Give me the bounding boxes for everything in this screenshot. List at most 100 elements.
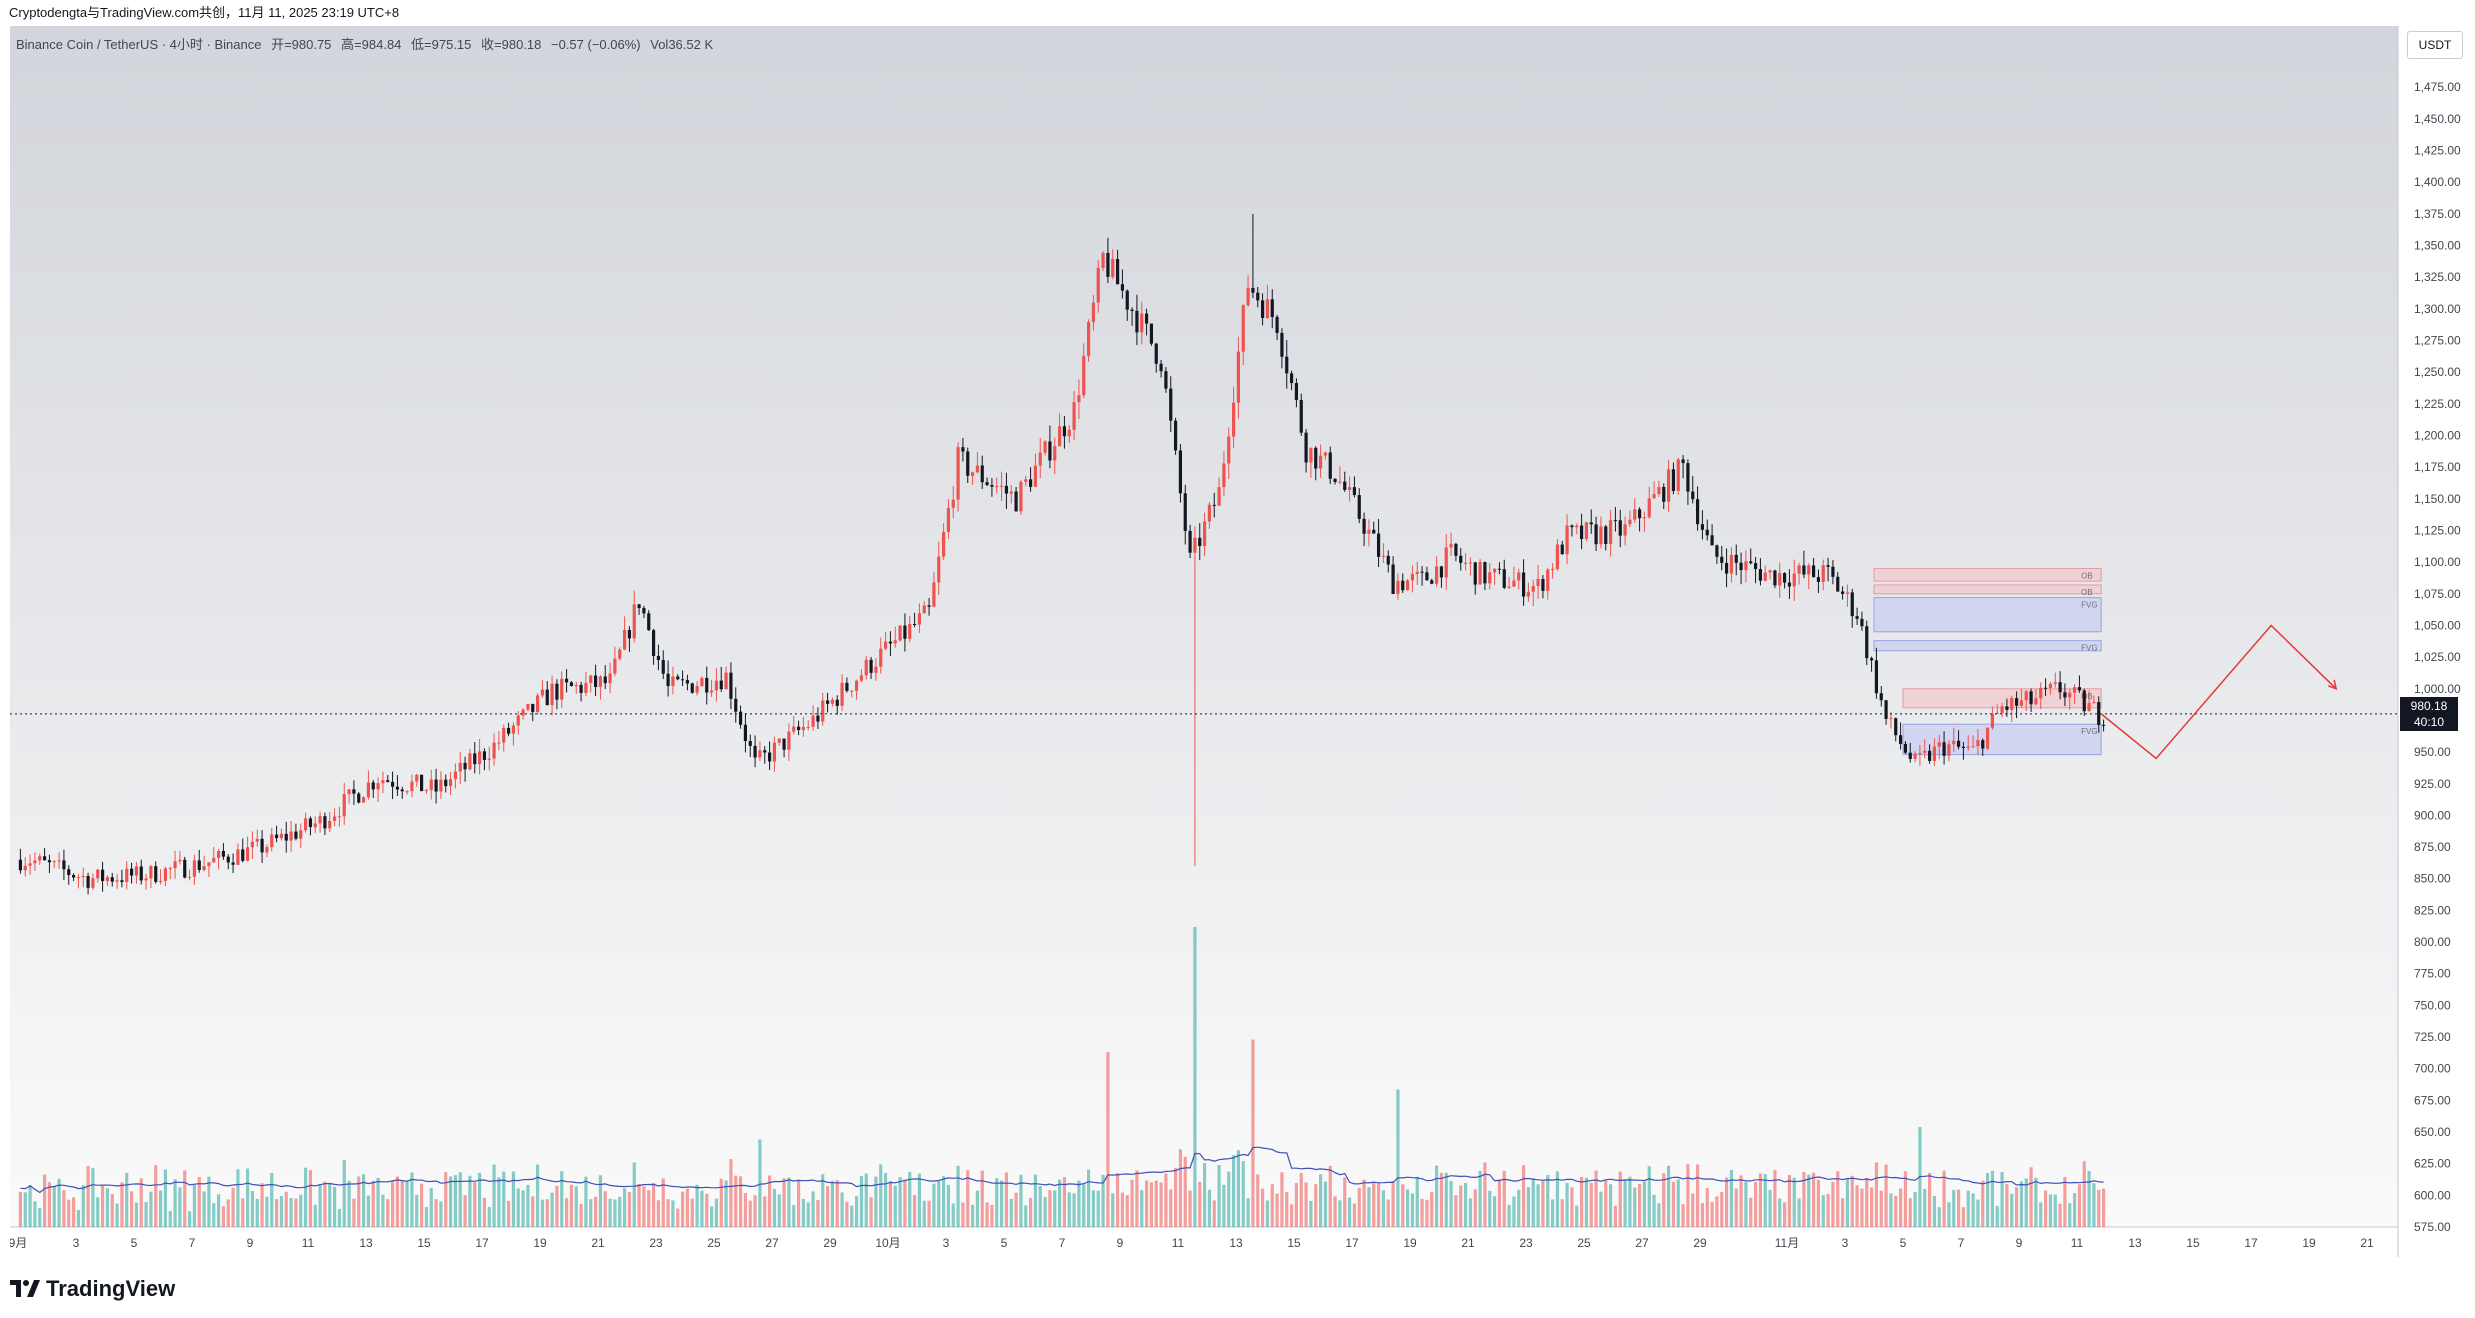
volume-bar — [1652, 1194, 1656, 1227]
volume-bar — [2005, 1184, 2009, 1227]
time-tick-label: 21 — [591, 1236, 605, 1250]
candle-body — [560, 678, 564, 700]
volume-bar — [1227, 1171, 1231, 1227]
candle-body — [47, 860, 52, 863]
volume-bar — [1850, 1175, 1854, 1227]
candle-body — [1028, 479, 1033, 487]
volume-bar — [1642, 1181, 1647, 1227]
candle-body — [738, 711, 743, 725]
candle-body — [1937, 742, 1941, 747]
volume-bar — [386, 1199, 390, 1227]
candle-body — [1671, 469, 1676, 491]
candle-body — [1251, 287, 1255, 293]
zone-label: FVG — [2081, 727, 2097, 736]
candle-body — [1589, 522, 1593, 525]
candle-body — [463, 762, 467, 770]
volume-bar — [279, 1196, 284, 1227]
time-tick-label: 3 — [73, 1236, 80, 1250]
candle-body — [811, 715, 815, 727]
volume-bar — [1468, 1198, 1473, 1227]
volume-bar — [941, 1176, 946, 1227]
volume-bar — [1879, 1190, 1883, 1227]
candle-body — [1575, 525, 1579, 528]
candle-body — [1227, 436, 1231, 464]
zone-ob — [1873, 567, 2102, 582]
volume-bar — [1033, 1174, 1038, 1227]
volume-bar — [637, 1184, 641, 1227]
volume-bar — [76, 1209, 81, 1227]
volume-bar — [1338, 1200, 1342, 1227]
volume-bar — [1009, 1198, 1013, 1227]
candle-body — [540, 689, 545, 696]
candle-body — [637, 604, 641, 608]
candle-body — [1178, 450, 1183, 494]
candle-body — [299, 830, 303, 839]
candle-body — [574, 684, 578, 686]
volume-bar — [1125, 1195, 1129, 1227]
volume-bar — [787, 1177, 791, 1227]
chart-frame[interactable]: 1,475.00 1,450.00 1,425.00 1,400.00 1,375.00… — [10, 26, 2466, 1262]
volume-bar — [274, 1199, 279, 1227]
volume-bar — [2010, 1193, 2014, 1227]
price-axis-background — [2398, 26, 2466, 1227]
volume-bar — [448, 1176, 453, 1227]
candle-body — [492, 742, 496, 759]
candle-body — [700, 677, 704, 687]
candle-body — [1720, 556, 1724, 563]
volume-bar — [1831, 1181, 1835, 1227]
volume-bar — [898, 1177, 902, 1227]
zone-label: OB — [2081, 692, 2093, 701]
volume-bar — [289, 1198, 293, 1227]
price-chart[interactable]: 1,475.00 1,450.00 1,425.00 1,400.00 1,375.00… — [10, 26, 2466, 1262]
time-tick-label: 19 — [2302, 1236, 2316, 1250]
volume-bar — [850, 1205, 854, 1227]
candle-body — [1894, 718, 1898, 736]
volume-bar — [415, 1194, 419, 1227]
candle-body — [1120, 284, 1125, 291]
volume-bar — [506, 1200, 511, 1227]
candle-body — [33, 860, 37, 864]
candle-body — [100, 869, 105, 882]
candle-body — [825, 700, 830, 704]
volume-bar — [463, 1194, 467, 1227]
volume-bar — [381, 1194, 385, 1227]
volume-bar — [100, 1185, 105, 1227]
candle-body — [1159, 363, 1163, 372]
volume-bar — [1260, 1188, 1265, 1227]
candle-body — [526, 703, 530, 710]
volume-bar — [1405, 1189, 1410, 1227]
candle-body — [357, 793, 361, 803]
price-tick-label: 900.00 — [2414, 808, 2451, 822]
volume-bar — [1275, 1193, 1279, 1227]
candle-body — [207, 862, 211, 867]
volume-bar — [1415, 1176, 1419, 1227]
volume-bar — [782, 1178, 786, 1227]
volume-bar — [497, 1177, 501, 1227]
candle-body — [758, 750, 762, 758]
candle-body — [1749, 561, 1753, 564]
candle-body — [96, 869, 100, 879]
candle-body — [603, 676, 607, 684]
candle-body — [724, 672, 728, 690]
volume-bar — [908, 1171, 912, 1227]
volume-bar — [1753, 1181, 1758, 1227]
volume-bar — [125, 1172, 129, 1227]
candle-body — [1850, 592, 1854, 617]
volume-bar — [2101, 1188, 2106, 1227]
volume-bar — [531, 1196, 535, 1227]
price-tick-label: 1,325.00 — [2414, 270, 2461, 284]
volume-bar — [482, 1197, 487, 1227]
volume-bar — [975, 1190, 980, 1227]
candle-body — [2063, 692, 2067, 698]
volume-bar — [86, 1165, 90, 1227]
candle-body — [1164, 371, 1168, 389]
candle-body — [990, 484, 994, 487]
currency-button[interactable]: USDT — [2407, 31, 2463, 59]
volume-bar — [854, 1195, 859, 1227]
volume-bar — [656, 1200, 661, 1227]
tradingview-logo[interactable]: TradingView — [10, 1276, 175, 1302]
volume-bar — [1816, 1179, 1821, 1227]
candle-body — [1086, 322, 1091, 356]
candle-body — [1647, 498, 1651, 518]
volume-bar — [1840, 1198, 1845, 1227]
